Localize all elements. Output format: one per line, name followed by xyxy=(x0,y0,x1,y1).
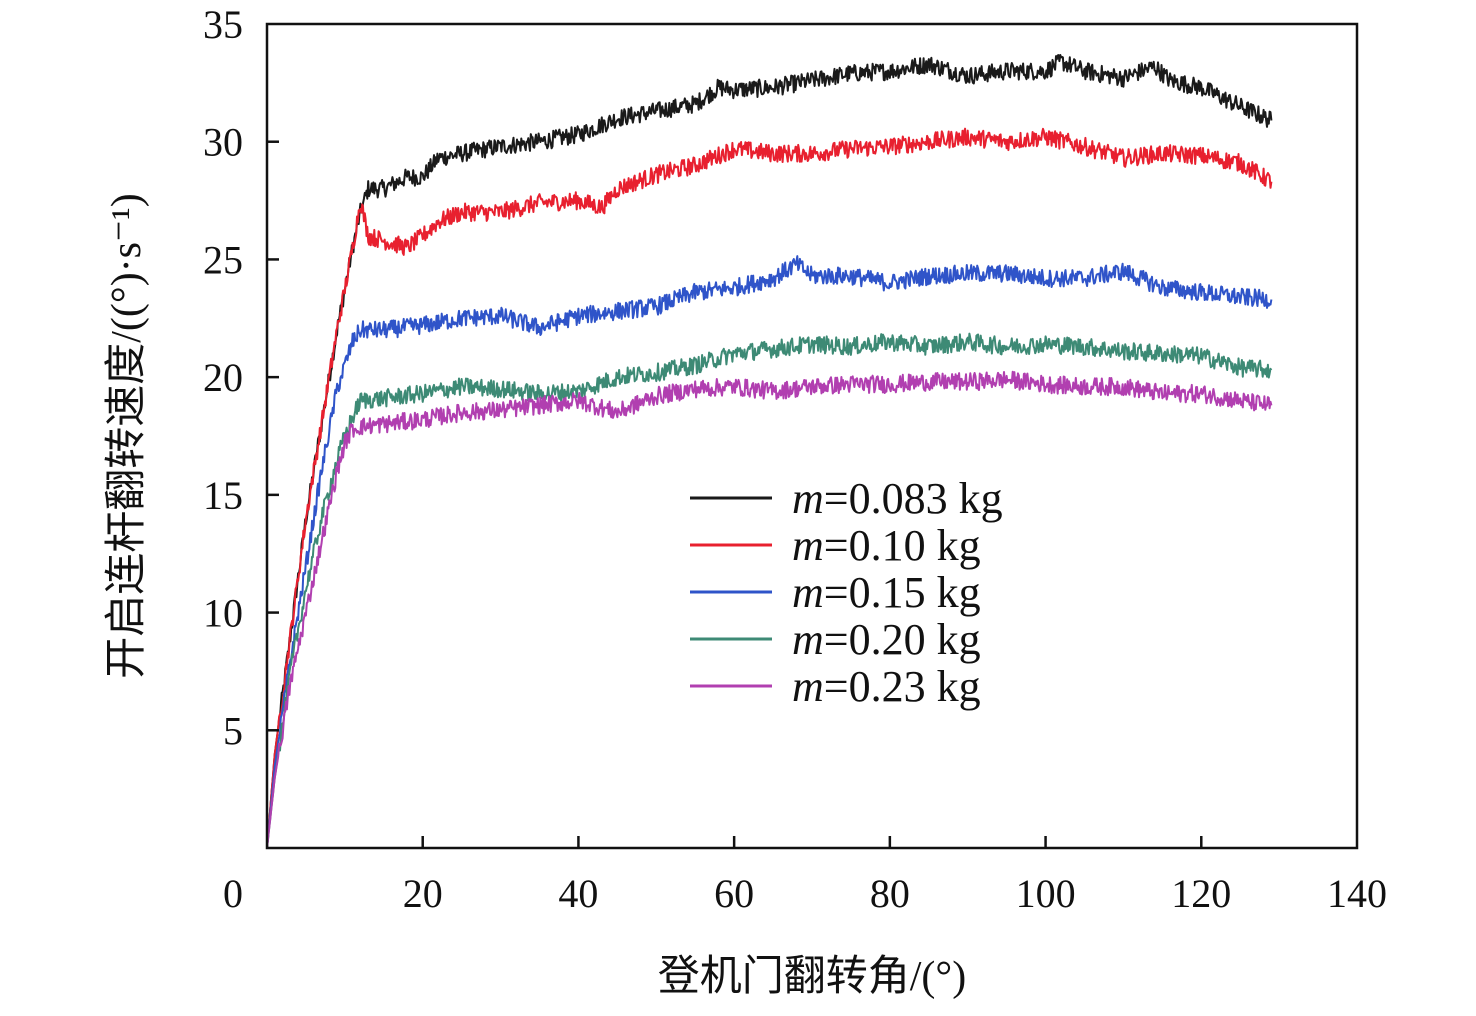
x-tick-label: 80 xyxy=(870,871,910,916)
series-layer xyxy=(266,54,1273,849)
x-tick-label: 20 xyxy=(403,871,443,916)
y-tick-label: 35 xyxy=(203,2,243,47)
series-line-5 xyxy=(266,370,1273,849)
legend-label-1: m=0.083 kg xyxy=(792,474,1003,523)
plot-frame xyxy=(265,22,1359,850)
legend-label-2: m=0.10 kg xyxy=(792,521,981,570)
series-line-1 xyxy=(266,54,1273,849)
x-tick-label: 140 xyxy=(1327,871,1387,916)
x-tick-label: 100 xyxy=(1016,871,1076,916)
x-tick-label: 60 xyxy=(714,871,754,916)
x-axis-label: 登机门翻转角/(°) xyxy=(658,954,966,1000)
y-tick-label: 20 xyxy=(203,355,243,400)
y-axis: 5 10 15 20 25 30 35 xyxy=(203,2,279,753)
y-tick-label: 5 xyxy=(223,708,243,753)
x-tick-label: 40 xyxy=(558,871,598,916)
y-axis-label: 开启连杆翻转速度/((°)·s⁻¹) xyxy=(104,193,150,679)
legend-label-5: m=0.23 kg xyxy=(792,662,981,711)
legend-label-4: m=0.20 kg xyxy=(792,615,981,664)
y-tick-label: 25 xyxy=(203,237,243,282)
legend: m=0.083 kgm=0.10 kgm=0.15 kgm=0.20 kgm=0… xyxy=(690,474,1003,711)
x-tick-label: 120 xyxy=(1171,871,1231,916)
y-tick-label: 30 xyxy=(203,120,243,165)
y-tick-label: 10 xyxy=(203,591,243,636)
x-tick-label: 0 xyxy=(223,871,243,916)
x-axis: 0 20 40 60 80 100 120 140 xyxy=(223,836,1387,916)
series-line-2 xyxy=(266,127,1273,849)
series-line-4 xyxy=(266,332,1273,849)
series-line-3 xyxy=(266,255,1273,849)
y-tick-label: 15 xyxy=(203,473,243,518)
legend-label-3: m=0.15 kg xyxy=(792,568,981,617)
